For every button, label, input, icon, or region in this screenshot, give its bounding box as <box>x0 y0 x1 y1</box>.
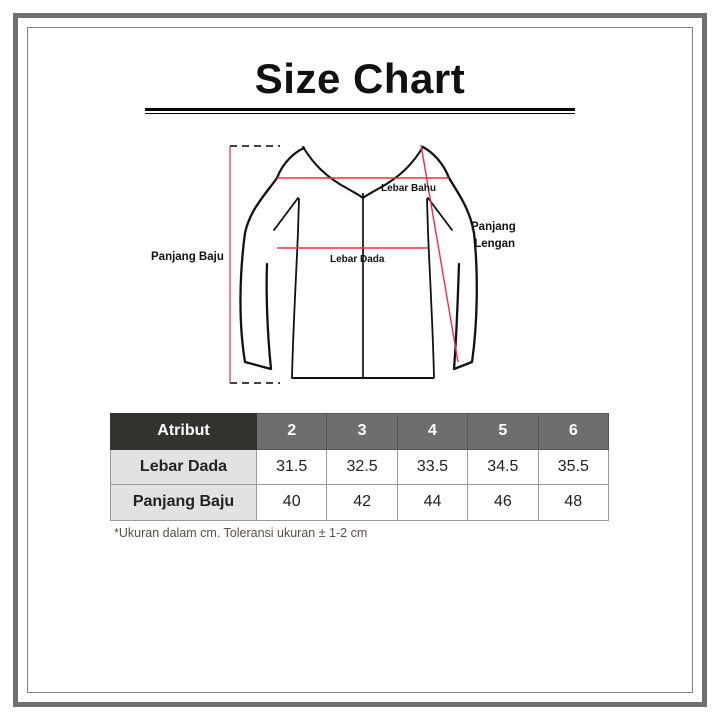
svg-text:Lebar Bahu: Lebar Bahu <box>381 183 436 194</box>
svg-text:Lebar Dada: Lebar Dada <box>330 254 385 265</box>
